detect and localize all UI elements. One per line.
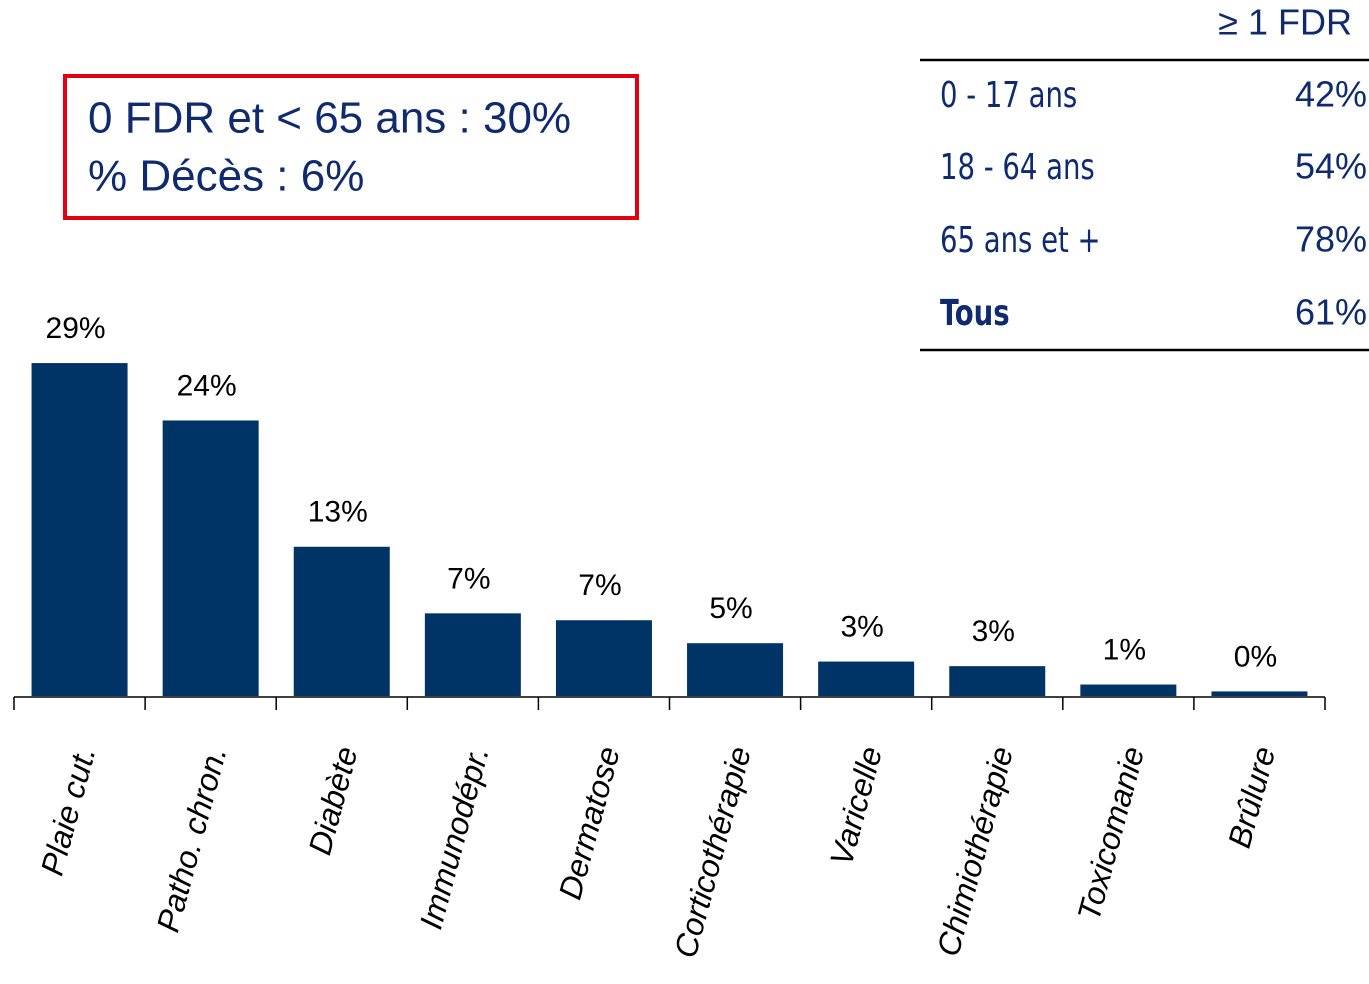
- bar: [162, 420, 259, 696]
- bar: [31, 363, 128, 696]
- value-label: 3%: [972, 615, 1015, 648]
- x-tick-label: Diabète: [301, 743, 364, 859]
- x-tick-label: Chimiothérapie: [930, 743, 1020, 960]
- value-label: 7%: [447, 562, 490, 595]
- row-label: 65 ans et +: [940, 219, 1101, 261]
- x-tick-label: Plaie cut.: [34, 743, 103, 879]
- value-label: 24%: [177, 369, 237, 402]
- bar: [1211, 691, 1308, 696]
- table-header: ≥ 1 FDR: [1218, 2, 1352, 43]
- value-label: 13%: [308, 496, 368, 529]
- bar: [687, 643, 784, 696]
- row-label: 0 - 17 ans: [940, 74, 1077, 116]
- info-box: [63, 74, 639, 220]
- x-tick-label: Patho. chron.: [150, 743, 234, 936]
- x-tick-label: Dermatose: [552, 743, 627, 903]
- bar: [293, 546, 390, 696]
- bar: [555, 620, 652, 696]
- value-label: 29%: [46, 312, 106, 345]
- row-value: 42%: [1295, 74, 1367, 115]
- row-value: 78%: [1295, 219, 1367, 260]
- value-label: 5%: [709, 592, 752, 625]
- value-label: 7%: [578, 569, 621, 602]
- value-label: 1%: [1103, 633, 1146, 666]
- x-tick-label: Immunodépr.: [413, 743, 496, 933]
- info-line: 0 FDR et < 65 ans : 30%: [88, 94, 571, 143]
- x-tick-label: Corticothérapie: [667, 743, 758, 962]
- row-value: 61%: [1295, 292, 1367, 333]
- value-label: 3%: [840, 610, 883, 643]
- x-tick-label: Brûlure: [1221, 743, 1282, 852]
- x-tick-label: Varicelle: [823, 743, 889, 870]
- row-value: 54%: [1295, 146, 1367, 187]
- x-tick-label: Toxicomanie: [1070, 743, 1151, 925]
- bar: [424, 613, 521, 696]
- row-label: 18 - 64 ans: [940, 146, 1095, 188]
- bar: [818, 661, 915, 696]
- bar: [949, 666, 1046, 696]
- value-label: 0%: [1234, 640, 1277, 673]
- info-line: % Décès : 6%: [88, 152, 364, 201]
- row-label: Tous: [940, 292, 1010, 334]
- bar: [1080, 684, 1177, 696]
